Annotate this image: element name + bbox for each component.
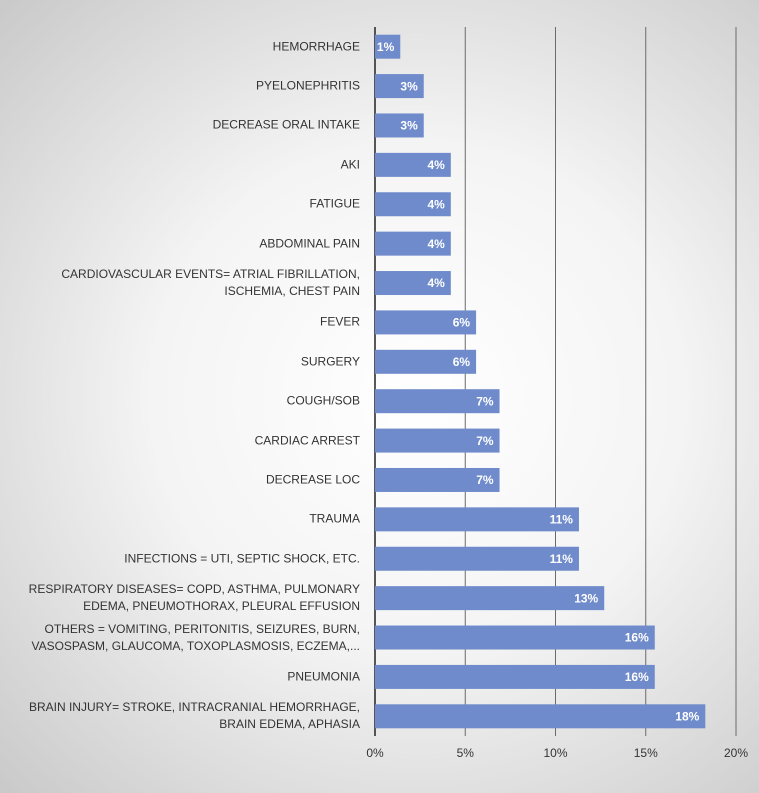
x-tick-label: 15% xyxy=(634,746,658,760)
bar xyxy=(375,74,424,99)
y-tick-label: INFECTIONS = UTI, SEPTIC SHOCK, ETC. xyxy=(124,551,360,566)
y-tick-label: CARDIOVASCULAR EVENTS= ATRIAL FIBRILLATI… xyxy=(61,267,360,299)
data-label: 16% xyxy=(625,670,649,684)
y-tick-label: PNEUMONIA xyxy=(287,669,360,684)
x-tick-label: 20% xyxy=(724,746,748,760)
data-label: 4% xyxy=(427,237,445,251)
y-tick-label: TRAUMA xyxy=(309,511,360,526)
data-label: 16% xyxy=(625,631,649,645)
y-tick-label: COUGH/SOB xyxy=(286,393,360,408)
data-label: 3% xyxy=(400,119,418,133)
bar xyxy=(375,389,500,414)
data-label: 4% xyxy=(427,197,445,211)
y-tick-label: FATIGUE xyxy=(309,196,360,211)
data-label: 4% xyxy=(427,158,445,172)
bar xyxy=(375,271,451,296)
bar xyxy=(375,192,451,217)
data-label: 6% xyxy=(453,316,471,330)
x-tick-label: 5% xyxy=(457,746,475,760)
bar xyxy=(375,349,477,374)
y-tick-label: SURGERY xyxy=(300,354,360,369)
bar xyxy=(375,664,655,689)
data-label: 7% xyxy=(476,394,494,408)
data-label: 1% xyxy=(377,40,395,54)
bar xyxy=(375,625,655,650)
data-label: 7% xyxy=(476,434,494,448)
y-tick-label: ABDOMINAL PAIN xyxy=(259,236,360,251)
data-label: 11% xyxy=(550,552,574,566)
data-label: 3% xyxy=(400,79,418,93)
bar xyxy=(375,231,451,256)
y-tick-label: DECREASE LOC xyxy=(265,472,360,487)
bar xyxy=(375,428,500,453)
x-tick-label: 0% xyxy=(366,746,384,760)
data-label: 4% xyxy=(427,276,445,290)
bar xyxy=(375,704,706,729)
y-tick-label: AKI xyxy=(340,157,360,172)
x-tick-label: 10% xyxy=(543,746,567,760)
y-tick-label: RESPIRATORY DISEASES= COPD, ASTHMA, PULM… xyxy=(28,582,360,614)
bar xyxy=(375,586,605,611)
y-tick-label: OTHERS = VOMITING, PERITONITIS, SEIZURES… xyxy=(31,621,360,653)
bar xyxy=(375,310,477,335)
y-tick-label: BRAIN INJURY= STROKE, INTRACRANIAL HEMOR… xyxy=(28,700,360,732)
data-label: 11% xyxy=(550,513,574,527)
y-tick-label: FEVER xyxy=(319,314,360,329)
data-label: 7% xyxy=(476,473,494,487)
y-tick-label: DECREASE ORAL INTAKE xyxy=(212,117,360,132)
data-label: 6% xyxy=(453,355,471,369)
bar xyxy=(375,546,579,571)
bar xyxy=(375,34,401,59)
y-tick-label: PYELONEPHRITIS xyxy=(255,78,360,93)
bar xyxy=(375,113,424,138)
bar xyxy=(375,467,500,492)
y-tick-label: HEMORRHAGE xyxy=(272,39,360,54)
data-label: 13% xyxy=(574,591,598,605)
bar xyxy=(375,507,579,532)
y-tick-label: CARDIAC ARREST xyxy=(254,433,360,448)
bar xyxy=(375,152,451,177)
data-label: 18% xyxy=(675,709,699,723)
